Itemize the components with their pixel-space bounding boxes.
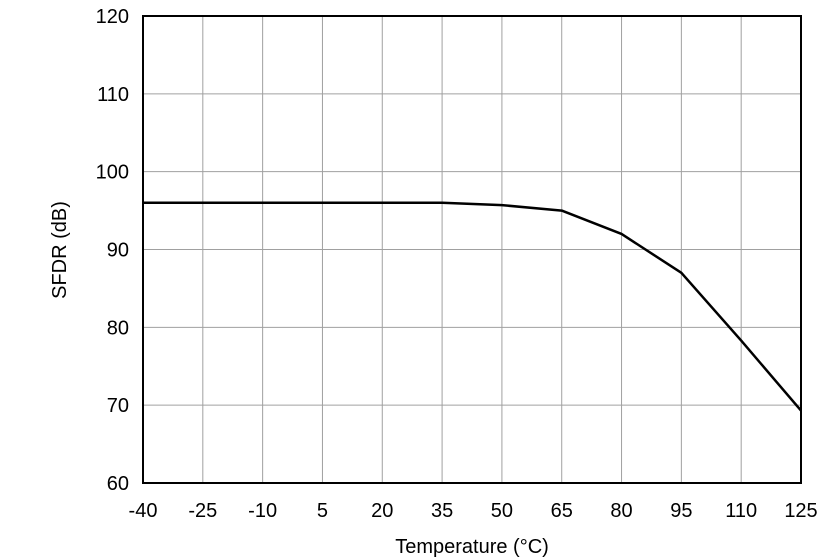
y-tick-label: 120	[96, 6, 129, 28]
x-tick-label: 110	[725, 500, 757, 522]
x-tick-label: 95	[670, 500, 692, 522]
y-tick-label: 110	[97, 84, 129, 106]
x-tick-label: 125	[784, 500, 817, 522]
y-axis-title: SFDR (dB)	[49, 201, 71, 299]
y-tick-label: 60	[107, 473, 129, 495]
x-tick-label: 20	[371, 500, 393, 522]
x-tick-label: 35	[431, 500, 453, 522]
x-axis-title: Temperature (°C)	[395, 536, 549, 558]
y-tick-label: 90	[107, 240, 129, 262]
y-tick-label: 70	[107, 395, 129, 417]
x-tick-label: 50	[491, 500, 513, 522]
x-tick-label: 65	[551, 500, 573, 522]
x-tick-label: -25	[188, 500, 217, 522]
data-line	[143, 201, 802, 412]
x-tick-label: 80	[610, 500, 632, 522]
y-tick-label: 80	[107, 317, 129, 339]
x-tick-label: -10	[248, 500, 277, 522]
plot-frame	[142, 15, 802, 484]
x-tick-label: -40	[129, 500, 158, 522]
y-tick-label: 100	[96, 162, 129, 184]
x-tick-label: 5	[317, 500, 328, 522]
